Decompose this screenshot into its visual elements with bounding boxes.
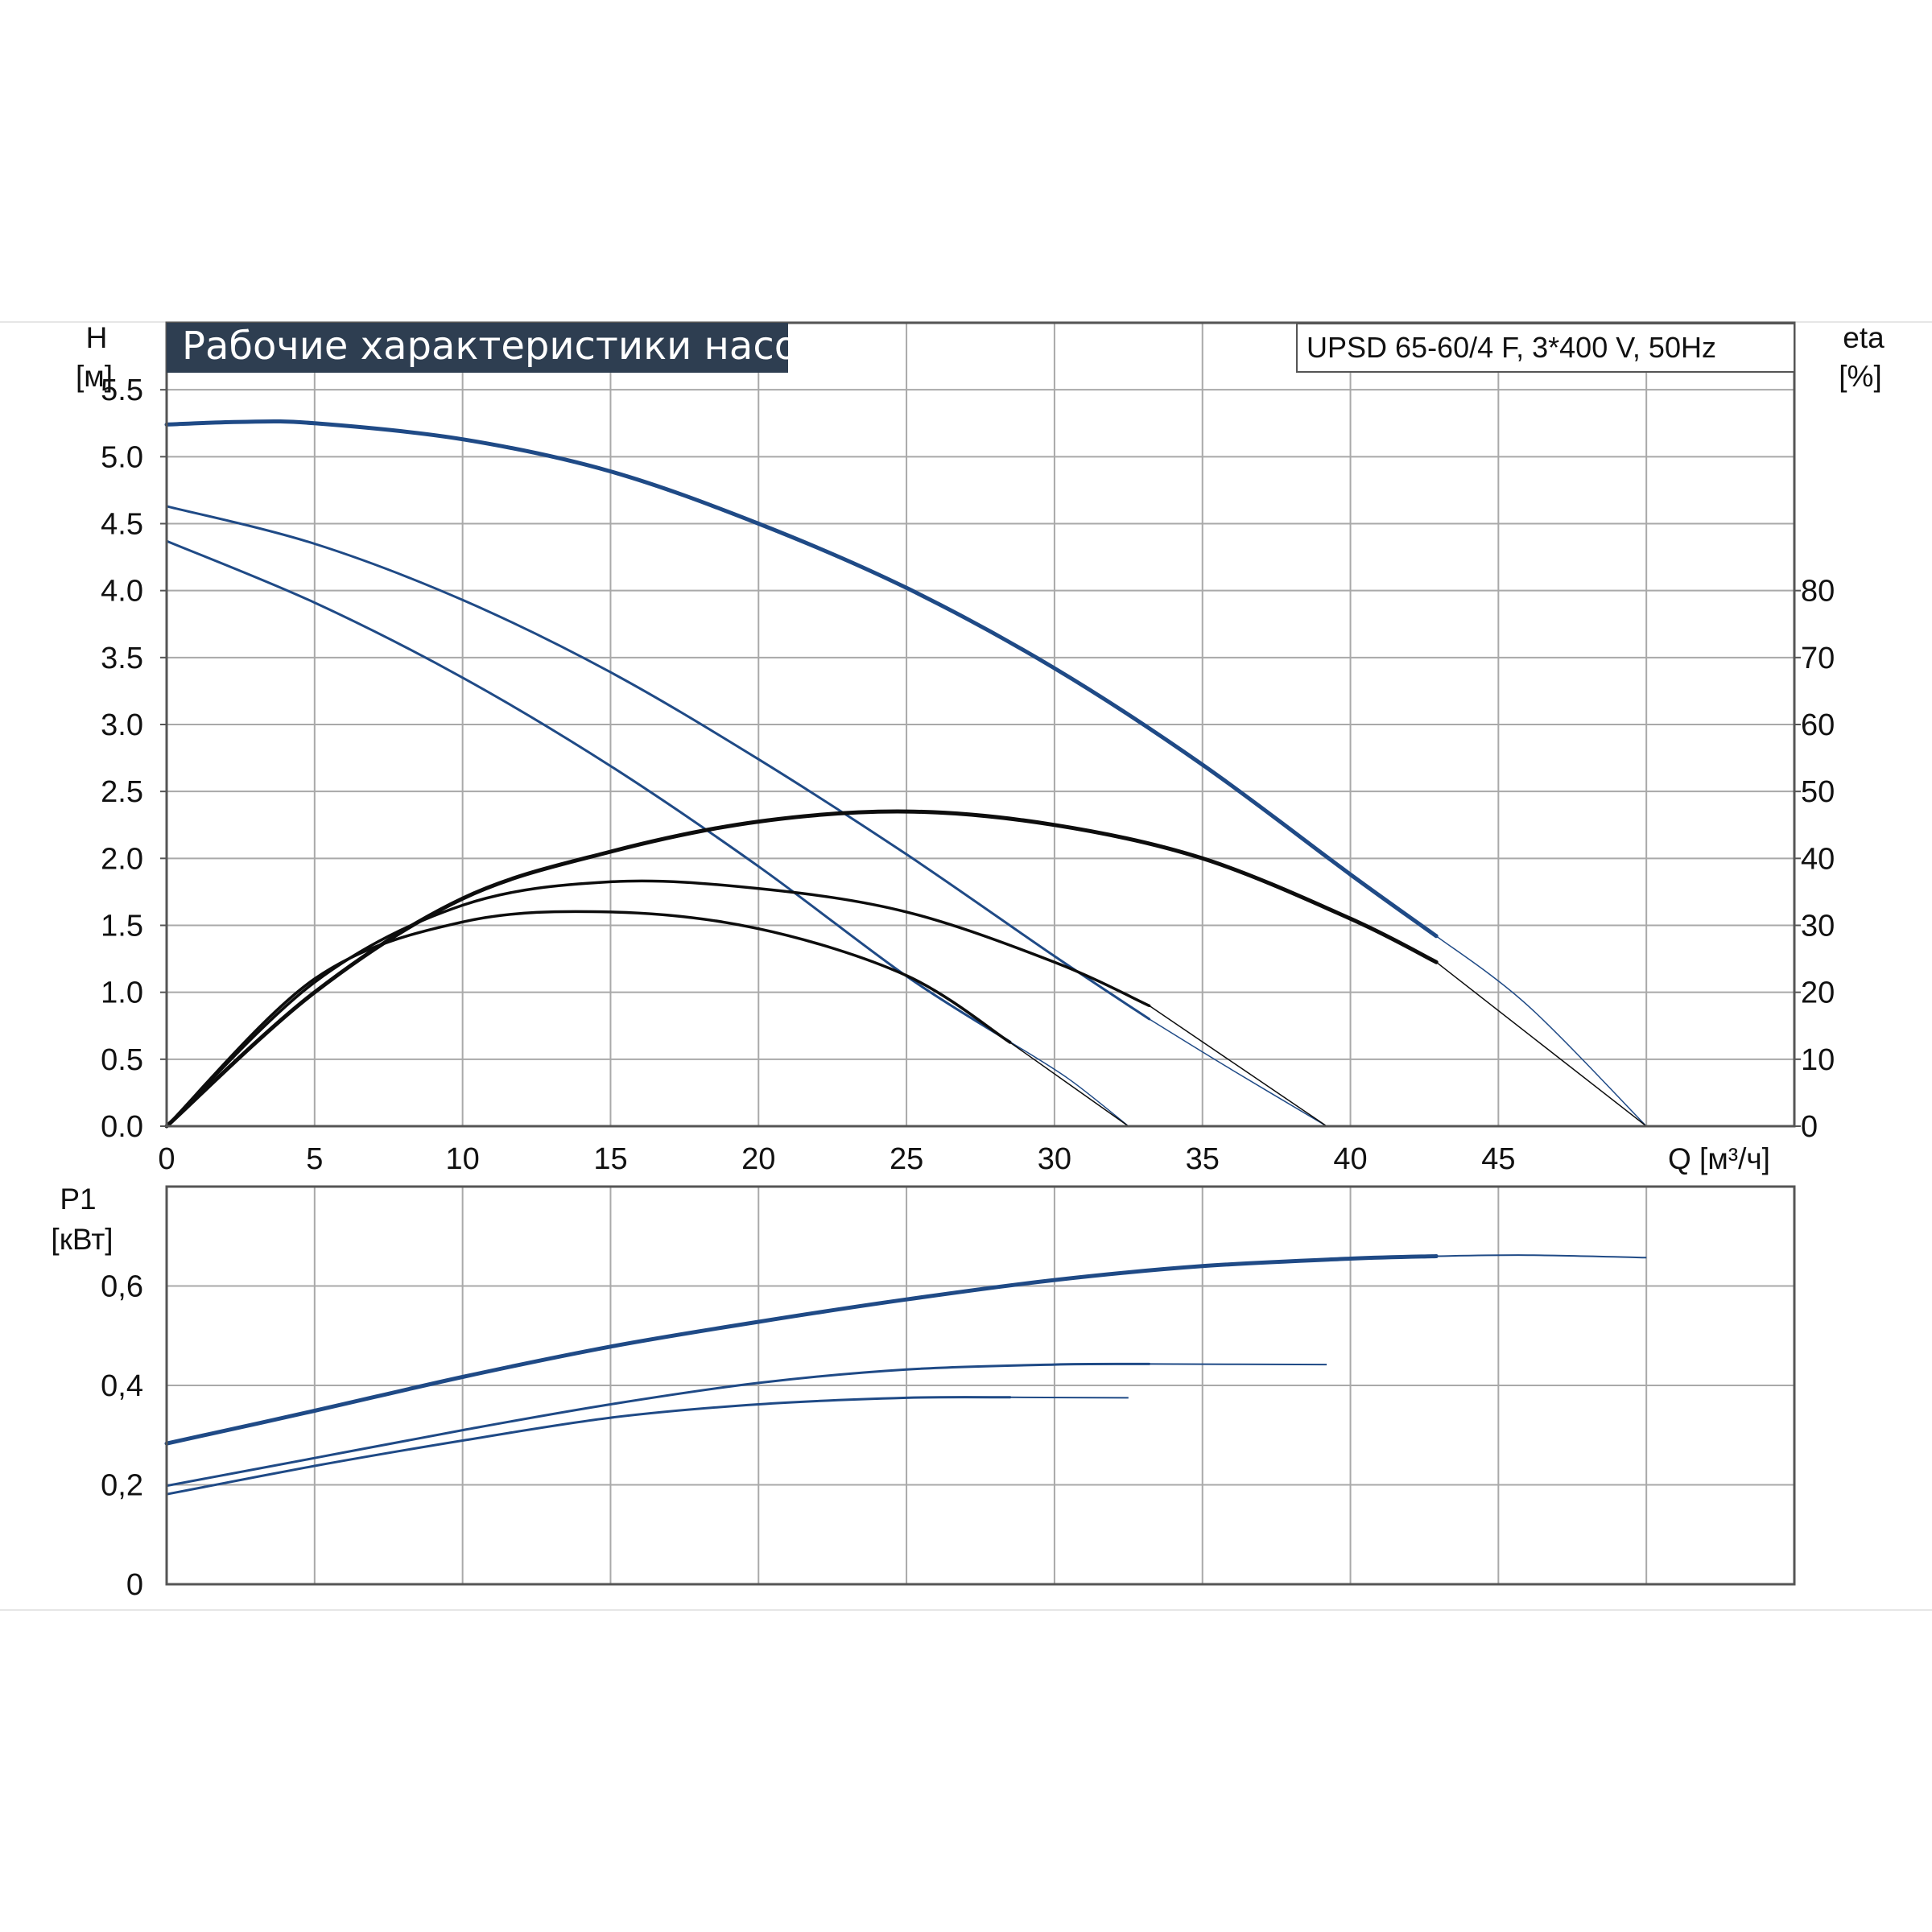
y-axis-label-h: H [86,321,108,354]
head-curve-max [164,419,1439,939]
y2-tick-label: 80 [1801,575,1835,609]
x-tick-label: 0 [158,1142,175,1176]
efficiency-curve-extension-2 [1149,1005,1327,1127]
y2-tick-label: 30 [1801,910,1835,943]
x-tick-label: 40 [1333,1142,1367,1176]
x-tick-label: 35 [1186,1142,1220,1176]
x-tick-label: 15 [593,1142,627,1176]
head-plot-curves [164,419,1647,1129]
efficiency-curve-max [164,809,1439,1129]
y-tick-label: 5.5 [101,374,143,407]
y-tick-label: 0.0 [101,1110,143,1144]
y2-tick-label: 40 [1801,842,1835,876]
y2-axis-label-eta: eta [1843,321,1885,354]
title-box [167,323,788,373]
y-tick-label: 2.5 [101,775,143,809]
chart-title: Рабочие характеристики насоса [182,324,843,369]
x-tick-label: 20 [741,1142,775,1176]
y2-tick-label: 0 [1801,1110,1818,1144]
y-tick-label: 3.5 [101,642,143,675]
model-label: UPSD 65-60/4 F, 3*400 V, 50Hz [1307,331,1716,364]
p1-tick-label: 0 [126,1568,143,1602]
head-plot-ticks: 0 5 10 15 20 25 30 35 40 45 0.0 0.5 1.0 1.5 2.0 2.5 3.0 3… [101,374,1835,1176]
power-plot-frame [165,1185,1796,1586]
p1-tick-label: 0,6 [101,1270,143,1304]
y2-axis-unit-percent: [%] [1839,360,1881,393]
x-axis-label-q: Q [м³/ч] [1668,1142,1770,1175]
x-tick-label: 10 [445,1142,479,1176]
p1-axis-label: P1 [60,1183,96,1216]
power-curve-extension-max [1436,1254,1647,1259]
power-plot-ticks: 0 0,2 0,4 0,6 [101,1270,143,1603]
head-curve-extension-2 [1149,1018,1327,1127]
power-curve-max [164,1254,1439,1446]
efficiency-curve-1 [165,910,1012,1128]
x-tick-label: 25 [890,1142,923,1176]
y-tick-label: 1.0 [101,976,143,1010]
p1-tick-label: 0,2 [101,1469,143,1503]
power-curve-1 [165,1396,1012,1496]
power-plot-curves [164,1254,1647,1496]
efficiency-curve-extension-1 [1009,1042,1129,1127]
y2-tick-label: 50 [1801,775,1835,809]
y2-tick-label: 60 [1801,708,1835,742]
efficiency-curve-2 [165,879,1151,1128]
y-tick-label: 4.0 [101,575,143,609]
head-curve-2 [165,505,1151,1021]
efficiency-curve-extension-max [1435,961,1647,1127]
p1-tick-label: 0,4 [101,1369,143,1403]
head-curve-extension-1 [1009,1041,1129,1127]
x-tick-label: 45 [1481,1142,1515,1176]
y2-tick-label: 70 [1801,642,1835,675]
x-tick-label: 5 [306,1142,323,1176]
p1-axis-unit: [кВт] [51,1223,113,1256]
head-plot-grid [167,322,1795,1126]
y2-tick-label: 10 [1801,1043,1835,1077]
y-tick-label: 0.5 [101,1043,143,1077]
model-box [1296,323,1795,373]
y-axis-unit-m: [м] [76,360,113,393]
power-plot-grid [167,1187,1795,1584]
y-tick-label: 3.0 [101,708,143,742]
y-tick-label: 5.0 [101,440,143,474]
x-tick-label: 30 [1038,1142,1071,1176]
head-curve-extension-max [1435,935,1647,1127]
power-curve-extension-1 [1009,1396,1129,1399]
y-tick-label: 4.5 [101,508,143,542]
y-tick-label: 1.5 [101,910,143,943]
y2-tick-label: 20 [1801,976,1835,1010]
power-curve-2 [165,1362,1151,1488]
y-tick-label: 2.0 [101,842,143,876]
